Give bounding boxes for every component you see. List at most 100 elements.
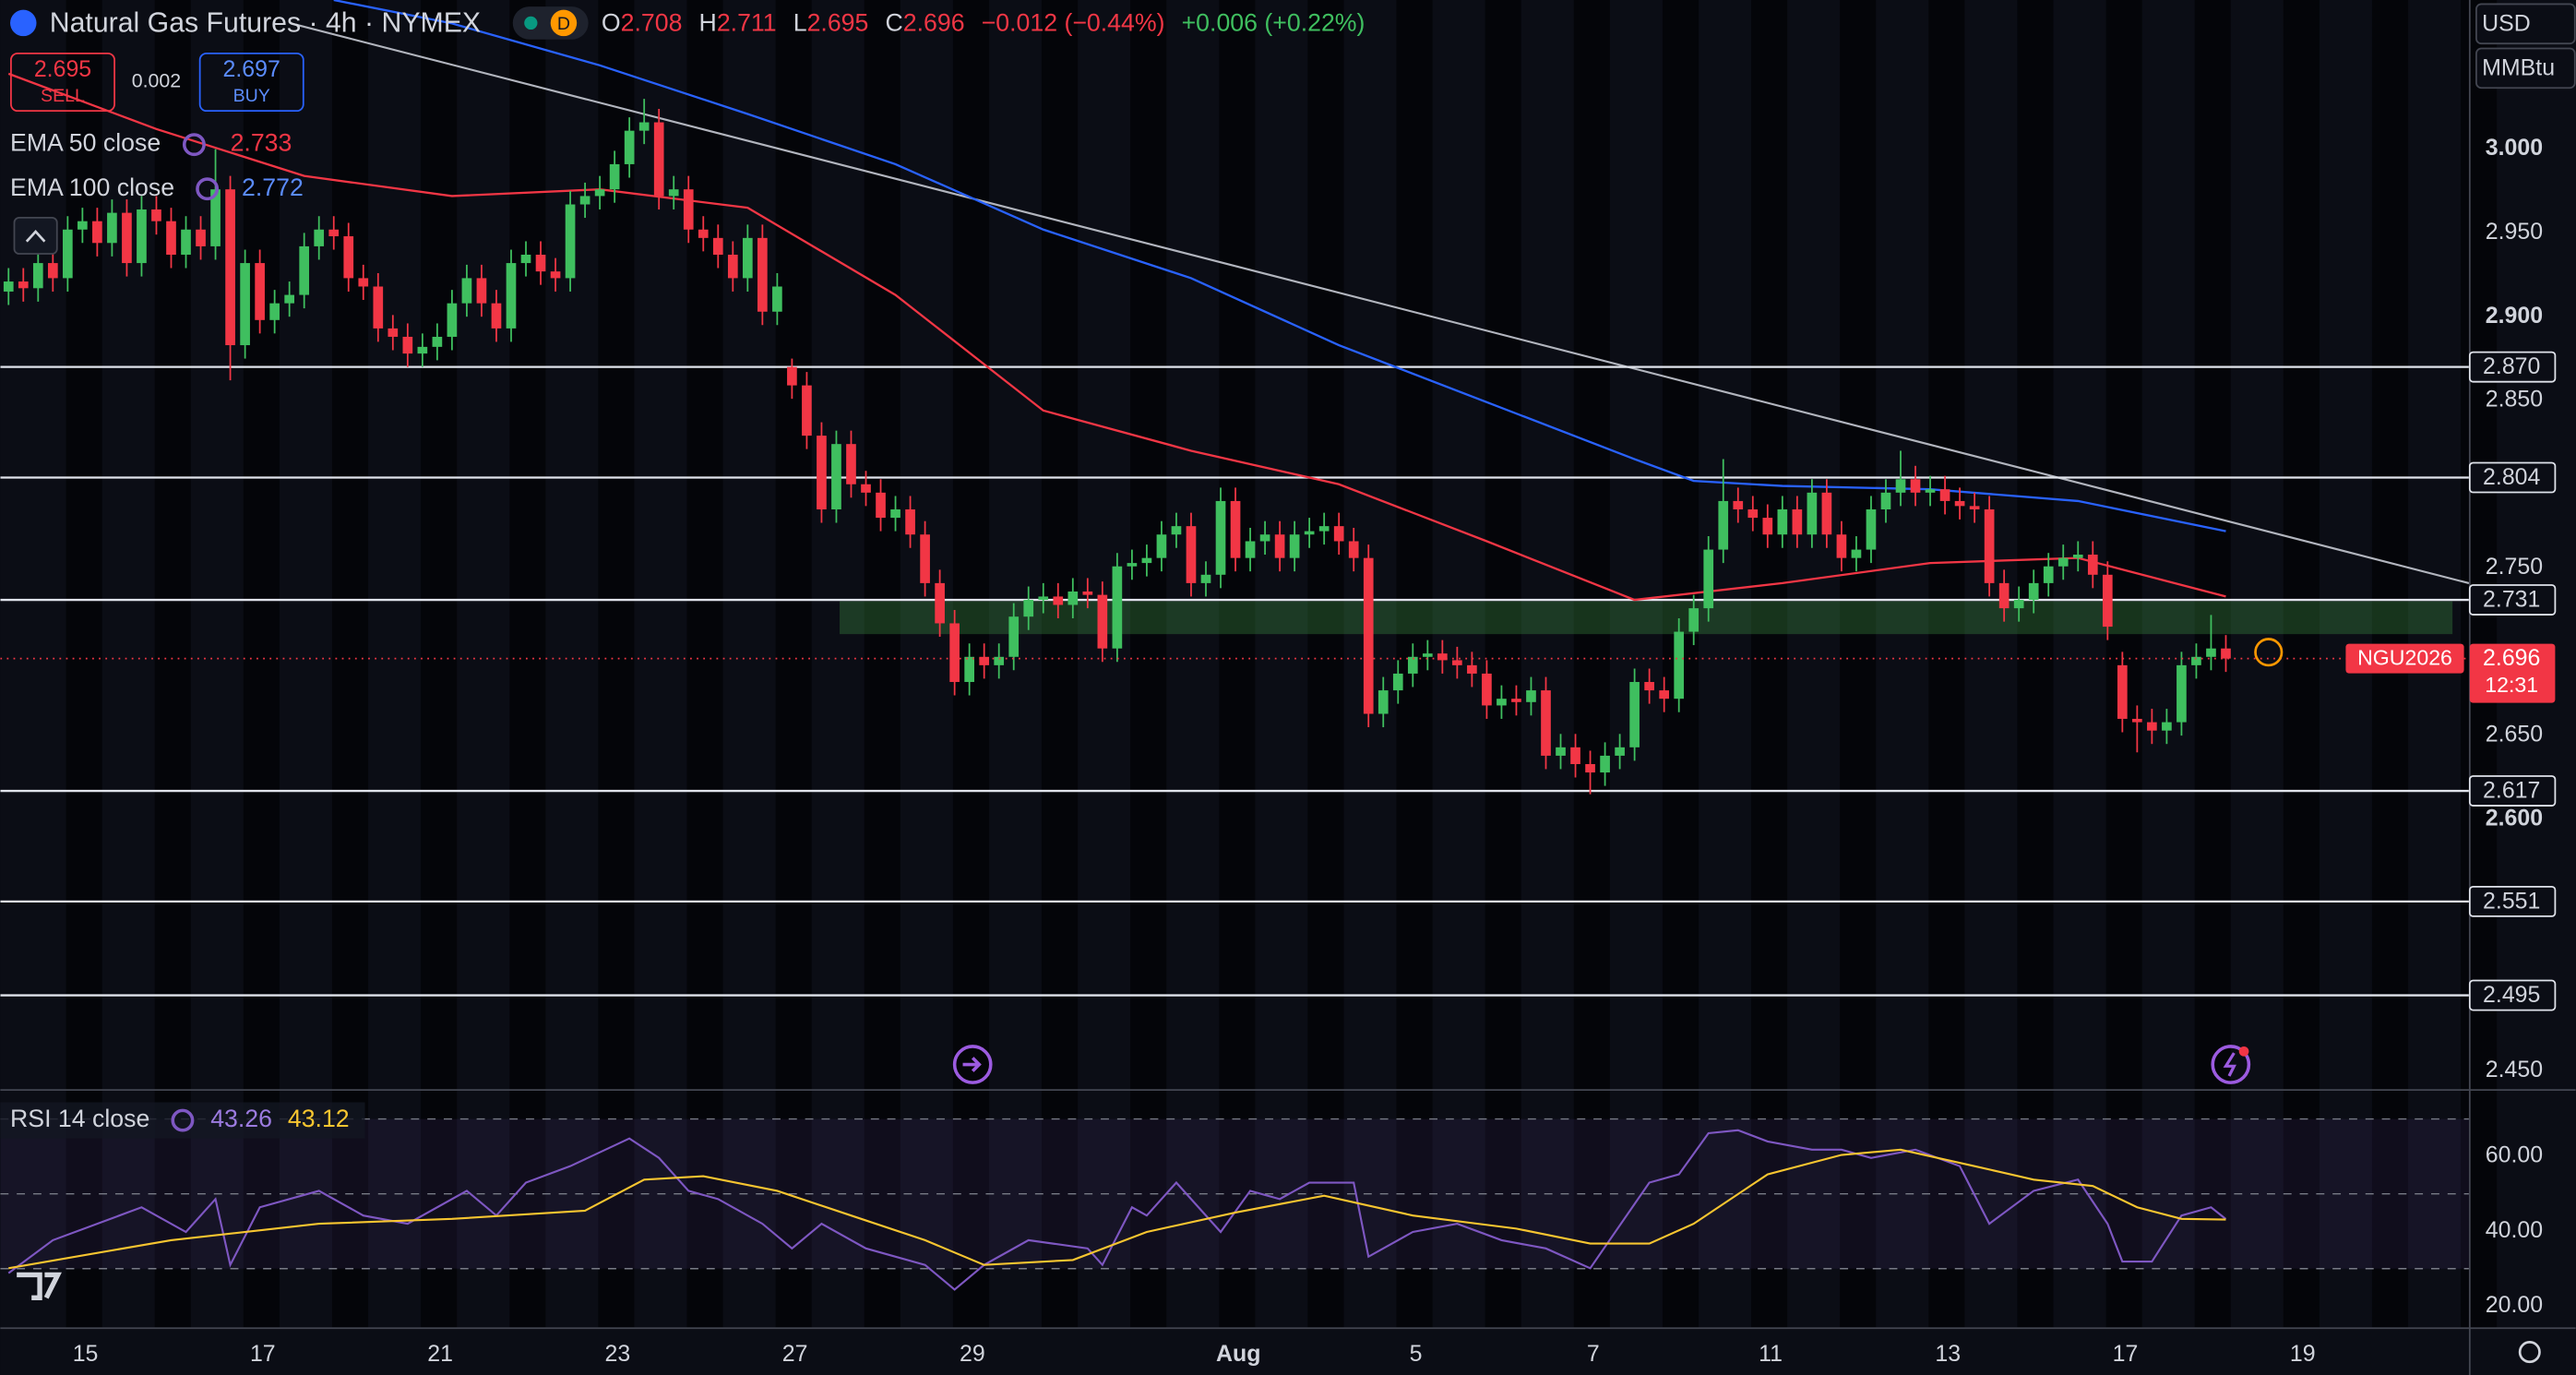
candle-body [122,212,132,264]
candle-body [1585,763,1595,773]
rsi-tick-label: 40.00 [2486,1217,2543,1243]
session-stripe [1751,0,1788,1328]
session-stripe [2105,0,2142,1328]
market-status [524,16,538,30]
candle-body [683,189,694,230]
ohlc-value: 2.696 [903,9,965,37]
candle-body [653,122,664,197]
candle-body [1274,534,1285,558]
ohlc-value: 2.708 [621,9,683,37]
symbol-label-box [2345,643,2464,674]
candle-body [757,237,768,312]
candle-body [1304,531,1315,535]
candle-body [1747,508,1759,519]
candle-body [964,656,974,683]
ema-line [333,0,2226,532]
candle-body [1186,526,1197,583]
level-label: 2.551 [2483,888,2540,914]
candle-body [402,336,413,354]
candle-body [742,237,753,279]
settings-icon[interactable] [2518,1341,2541,1364]
sell-price: 2.695 [34,56,91,82]
candle-body [1318,526,1330,532]
candle-body [905,508,915,535]
candle-body [594,189,605,197]
collapse-button[interactable] [13,216,58,255]
axes: 3.000 2.950 2.900 2.850 2.750 2.650 2.600 2.450… [73,135,2557,1367]
candle-body [1363,557,1374,714]
support-zone [840,601,2453,635]
event-dot [2238,1046,2249,1057]
candle-body [196,229,206,246]
candle-body [698,229,709,238]
candle-body [1644,682,1654,691]
candle-body [727,254,738,279]
candle-body [802,385,812,436]
x-tick-label: 21 [427,1341,453,1367]
session-stripe [421,0,458,1328]
candle-body [638,122,650,131]
candle-body [787,366,797,386]
candle-body [2176,664,2187,723]
candle-body [269,303,280,320]
candle-body [1245,541,1256,558]
candle-body [1156,534,1167,558]
badge-circle [550,9,578,37]
rsi-line [8,1148,2226,1270]
session-stripe [1485,0,1521,1328]
candle-body [240,263,250,346]
candle-body [1762,518,1773,535]
ohlc-key: O [602,9,621,37]
candle-body [1215,500,1226,575]
currency-select[interactable] [2475,3,2576,45]
candle-body [2221,648,2231,659]
candle-body [343,236,354,279]
sell-button[interactable] [10,52,115,113]
candle-body [1008,616,1020,657]
legend-value: 2.772 [242,173,304,201]
candle-body [284,294,295,304]
candle-body [1067,591,1079,605]
y-tick-label: 2.650 [2486,722,2543,747]
ema-line [7,72,2226,602]
session-stripe [775,0,812,1328]
candle-body [846,444,856,484]
symbol-title[interactable]: Natural Gas Futures · 4h · NYMEX [50,8,481,39]
unit: MMBtu [2482,54,2555,80]
session-stripe [2017,0,2054,1328]
ohlc-key: H [699,9,717,37]
dividend-marker[interactable] [2254,638,2284,667]
session-stripe [1219,0,1256,1328]
rsi-title: RSI 14 close [10,1105,149,1132]
candle-body [920,534,930,583]
price-pane [0,0,2469,997]
unit-select[interactable] [2475,47,2576,90]
candle-body [1230,500,1241,558]
event-icon[interactable] [952,1045,993,1084]
candle-body [137,209,147,264]
event-arrow [962,1057,982,1072]
candle-body [772,286,782,312]
rsi-value: 43.26 [210,1105,272,1132]
extended-change: +0.006 (+0.22%) [1182,9,1366,37]
candle-body [1497,699,1507,706]
x-tick-label: 17 [250,1341,276,1367]
session-stripe [1130,0,1167,1328]
level-label-box [2468,979,2557,1011]
candle-body [3,281,14,292]
candle-body [712,237,723,255]
event-icon[interactable] [2211,1045,2251,1084]
candle-body [979,656,990,665]
legend-name: EMA 50 close [10,129,161,157]
candle-body [314,229,325,246]
candle-body [1127,563,1138,567]
rsi-tick-label: 20.00 [2486,1292,2543,1318]
candle-body [1392,673,1403,691]
candle-body [1141,557,1152,564]
candle-body [491,303,502,329]
candle-body [520,254,531,264]
candle-body [181,229,191,255]
sell-label: SELL [41,86,85,106]
buy-button[interactable] [198,52,304,113]
candle-body [579,196,590,205]
